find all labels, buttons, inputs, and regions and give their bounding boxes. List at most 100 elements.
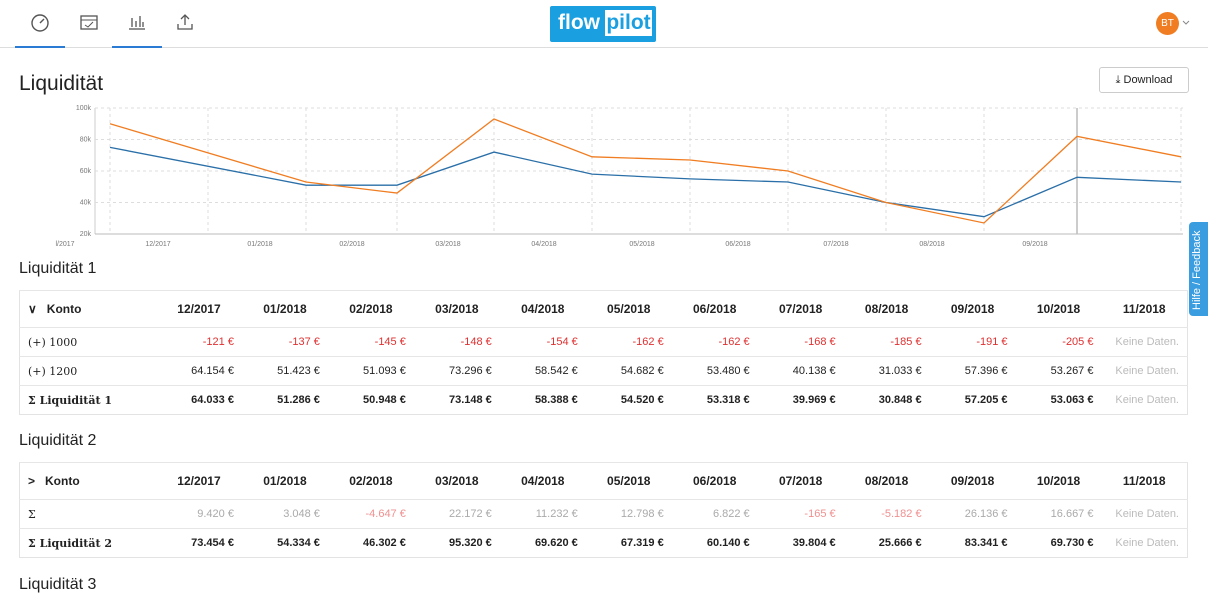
table-cell: 12.798 € [585, 499, 672, 529]
table-cell: 6.822 € [671, 499, 758, 529]
header-row: ∨ Konto 12/2017 01/2018 02/2018 03/2018 04/201… [19, 290, 1188, 328]
table-cell: -191 € [929, 327, 1016, 357]
table-cell: -137 € [241, 327, 328, 357]
x-tick-label: 12/2017 [145, 241, 170, 248]
logo-text: flow [558, 10, 600, 36]
x-tick-label: 02/2018 [339, 241, 364, 248]
table-cell: 54.682 € [585, 356, 672, 386]
header-text: 11/2018 [1122, 474, 1166, 488]
header-text: 02/2018 [349, 302, 393, 316]
header-row: > Konto 12/2017 01/2018 02/2018 03/2018 04/201… [19, 462, 1188, 500]
table-cell: Keine Daten. [1101, 356, 1188, 386]
header-cell: 05/2018 [585, 462, 672, 500]
header-cell: 03/2018 [413, 290, 500, 328]
table-cell: Keine Daten. [1101, 499, 1188, 529]
y-tick-label: 80k [80, 137, 92, 144]
table-cell: (+) 1200 [19, 356, 156, 386]
table-cell: 11.232 € [499, 499, 586, 529]
table-row: Σ 9.420 €3.048 € -4.647 €22.172 €11.232 €1… [19, 499, 1188, 529]
reports-tab[interactable] [112, 12, 162, 48]
page-title: Liquidität [19, 72, 104, 95]
section-title: Liquidität 3 [19, 576, 97, 593]
series-line [109, 118, 1182, 224]
header-text: Konto [45, 474, 80, 488]
top-nav: flow pilot BT [0, 0, 1208, 48]
table-cell: Σ Liquidität 2 [19, 528, 156, 558]
x-tick-label: 09/2018 [1022, 241, 1047, 248]
table-row: Σ Liquidität 1 64.033 €51.286 €50.948 €73… [19, 385, 1188, 415]
header-cell: 10/2018 [1015, 290, 1102, 328]
header-cell: 08/2018 [843, 462, 930, 500]
header-text: 05/2018 [607, 474, 651, 488]
table-cell: 39.804 € [757, 528, 844, 558]
header-text: 12/2017 [177, 302, 221, 316]
header-text: 03/2018 [435, 474, 479, 488]
header-cell: 04/2018 [499, 462, 586, 500]
table-cell: 73.148 € [413, 385, 500, 415]
table-cell: 60.140 € [671, 528, 758, 558]
dashboard-tab[interactable] [15, 12, 65, 48]
toggle[interactable]: > [28, 474, 36, 488]
table-cell: 50.948 € [327, 385, 414, 415]
header-text: 11/2018 [1122, 302, 1166, 316]
table-cell: 83.341 € [929, 528, 1016, 558]
header-cell: 08/2018 [843, 290, 930, 328]
header-text: 12/2017 [177, 474, 221, 488]
header-cell: 02/2018 [327, 290, 414, 328]
header-text: 08/2018 [864, 474, 909, 488]
avatar[interactable]: BT [1156, 12, 1179, 35]
y-tick-label: 20k [80, 231, 92, 238]
table-cell: 25.666 € [843, 528, 930, 558]
table-cell: -168 € [757, 327, 844, 357]
table-cell: 67.319 € [585, 528, 672, 558]
table-cell: Keine Daten. [1101, 528, 1188, 558]
table-cell: 30.848 € [843, 385, 930, 415]
table-cell: (+) 1000 [19, 327, 156, 357]
table-cell: -4.647 € [327, 499, 414, 529]
header-text: 06/2018 [693, 302, 737, 316]
table-cell: 31.033 € [843, 356, 930, 386]
table-cell: -148 € [413, 327, 500, 357]
table-cell: 39.969 € [757, 385, 844, 415]
feedback-tab[interactable]: Hilfe / Feedback [1189, 222, 1208, 316]
table-cell: 46.302 € [327, 528, 414, 558]
table-cell: 57.205 € [929, 385, 1016, 415]
x-tick-label: l/2017 [55, 241, 74, 248]
y-tick-label: 40k [80, 200, 92, 207]
upload-tab[interactable] [160, 12, 210, 48]
download-button[interactable]: ⤓ Download [1099, 67, 1189, 93]
header-text: 07/2018 [778, 474, 823, 488]
header-cell: 01/2018 [241, 290, 328, 328]
table-cell: -205 € [1015, 327, 1102, 357]
planning-tab[interactable] [64, 12, 114, 48]
header-cell: 05/2018 [585, 290, 672, 328]
header-cell: ∨ Konto [19, 290, 156, 328]
table-cell: -162 € [671, 327, 758, 357]
table-cell: Σ Liquidität 1 [19, 385, 156, 415]
header-cell: 12/2017 [156, 462, 242, 500]
logo[interactable]: flow pilot [550, 6, 656, 42]
series-line [109, 146, 1182, 218]
download-label: Download [1123, 74, 1173, 86]
header-text: 01/2018 [263, 474, 307, 488]
data-table: ∨ Konto 12/2017 01/2018 02/2018 03/2018 04/201… [19, 290, 1188, 415]
table-cell: 73.296 € [413, 356, 500, 386]
header-cell: 06/2018 [671, 462, 758, 500]
table-cell: 51.286 € [241, 385, 328, 415]
chart: 20k 40k 60k 80k 100k l/2017 12/2017 01/2018 02/2… [55, 105, 1183, 248]
table-cell: 53.318 € [671, 385, 758, 415]
header-cell: 09/2018 [929, 462, 1016, 500]
x-tick-label: 05/2018 [629, 241, 654, 248]
table-cell: 69.730 € [1015, 528, 1102, 558]
table-cell: 3.048 € [241, 499, 328, 529]
table-cell: 9.420 € [156, 499, 242, 529]
header-text: 01/2018 [263, 302, 307, 316]
x-tick-label: 06/2018 [725, 241, 750, 248]
header-cell: 11/2018 [1101, 290, 1188, 328]
table-cell: 54.334 € [241, 528, 328, 558]
header-cell: 07/2018 [757, 462, 844, 500]
header-text: 10/2018 [1036, 302, 1081, 316]
toggle[interactable]: ∨ [28, 302, 37, 316]
table-cell: 73.454 € [156, 528, 242, 558]
header-text: 08/2018 [864, 302, 909, 316]
